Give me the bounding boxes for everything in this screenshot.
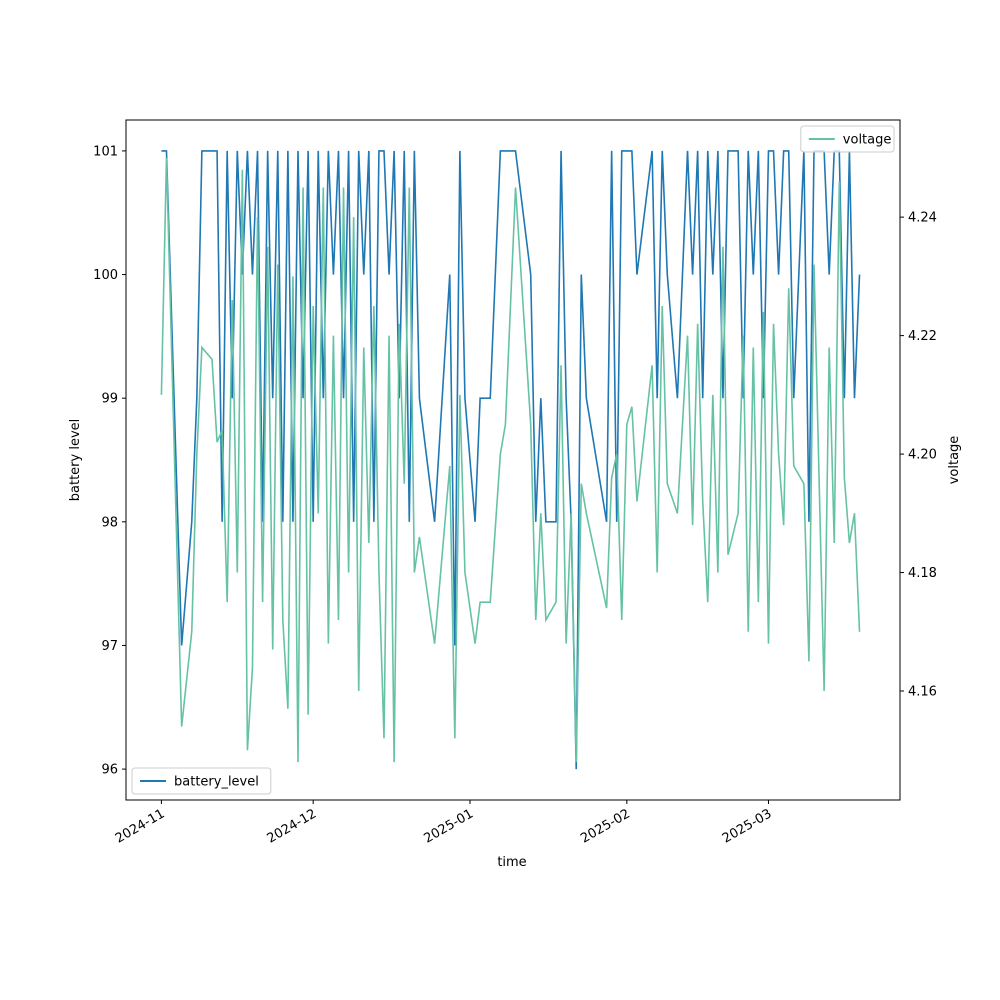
y2-tick-label: 4.16 xyxy=(908,685,937,700)
y-axis-label: battery level xyxy=(68,419,83,502)
legend-box xyxy=(800,125,895,153)
y2-tick-label: 4.22 xyxy=(908,329,937,344)
y-tick-label: 97 xyxy=(101,639,118,654)
series-line xyxy=(160,157,861,763)
x-tick-label: 2025-02 xyxy=(578,806,633,846)
y-tick-label: 96 xyxy=(101,763,118,778)
legend-box xyxy=(131,767,272,795)
x-tick-label: 2025-01 xyxy=(421,806,476,846)
y-tick-label: 100 xyxy=(93,268,118,283)
y2-tick-label: 4.18 xyxy=(908,566,937,581)
y-tick-label: 98 xyxy=(101,515,118,530)
y-tick-label: 99 xyxy=(101,392,118,407)
y-tick-label: 101 xyxy=(93,144,118,159)
x-tick-label: 2024-11 xyxy=(113,806,168,846)
plot-area xyxy=(160,150,861,770)
legend-label: battery_level xyxy=(174,775,259,790)
x-tick-label: 2025-03 xyxy=(720,806,775,846)
y2-tick-label: 4.24 xyxy=(908,211,937,226)
x-tick-label: 2024-12 xyxy=(265,806,320,846)
legend-label: voltage xyxy=(843,133,892,148)
y2-axis-label: voltage xyxy=(947,436,962,485)
y2-tick-label: 4.20 xyxy=(908,448,937,463)
x-axis-label: time xyxy=(497,855,526,870)
axes-frame xyxy=(125,119,901,801)
series-line xyxy=(161,150,861,770)
